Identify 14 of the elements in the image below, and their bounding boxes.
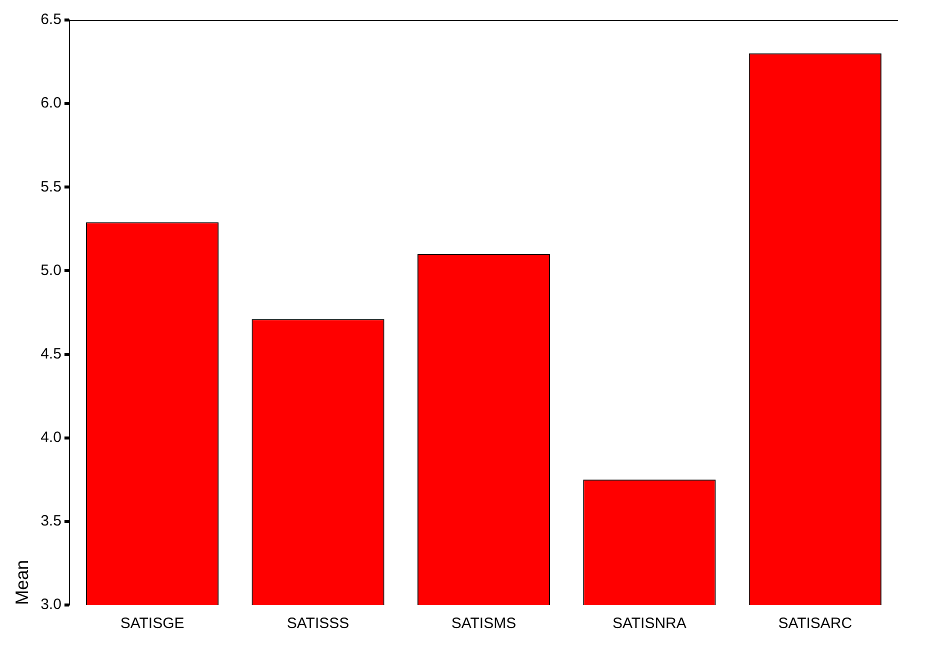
y-tick-label: 6.5 (40, 11, 62, 28)
x-tick-label: SATISARC (778, 615, 852, 632)
y-tick-label: 4.5 (40, 345, 62, 362)
y-tick-label: 3.5 (40, 512, 62, 530)
y-tick-label: 5.5 (40, 178, 62, 196)
x-tick-label: SATISGE (120, 615, 184, 632)
x-tick-label: SATISSS (286, 615, 350, 632)
y-tick-label: 4.0 (40, 429, 62, 446)
x-tick-label: SATISMS (451, 615, 516, 632)
x-tick-label: SATISNRA (612, 615, 686, 632)
y-tick-label: 5.0 (40, 262, 62, 279)
y-tick-label: 6.0 (40, 94, 62, 112)
y-axis-title: Mean (12, 560, 32, 605)
y-tick-label: 3.0 (40, 596, 62, 614)
